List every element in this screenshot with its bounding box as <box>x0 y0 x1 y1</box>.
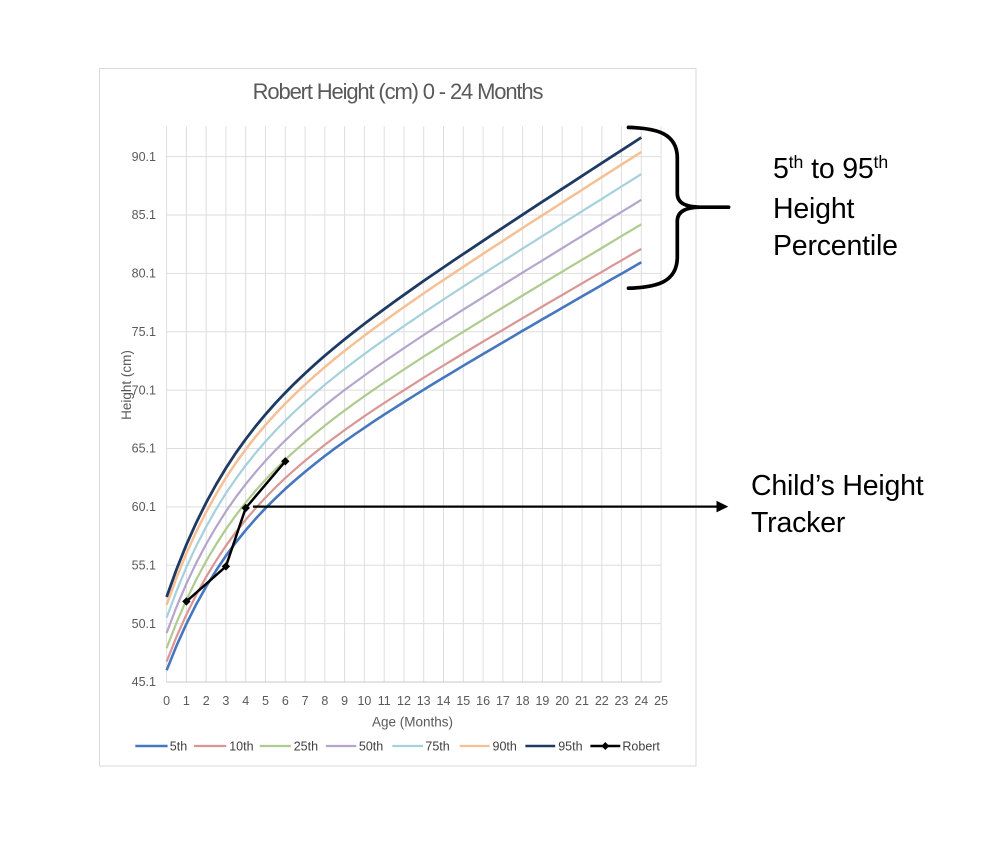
svg-text:12: 12 <box>397 694 411 708</box>
svg-text:23: 23 <box>615 694 629 708</box>
svg-text:11: 11 <box>378 694 391 708</box>
svg-text:85.1: 85.1 <box>132 208 156 222</box>
svg-text:9: 9 <box>341 694 348 708</box>
svg-text:4: 4 <box>242 694 249 708</box>
svg-text:3: 3 <box>222 694 229 708</box>
svg-text:13: 13 <box>417 694 431 708</box>
svg-text:Robert: Robert <box>622 739 660 753</box>
svg-text:10: 10 <box>357 694 371 708</box>
svg-text:15: 15 <box>456 694 470 708</box>
svg-text:5: 5 <box>262 694 269 708</box>
svg-text:25: 25 <box>654 694 668 708</box>
svg-text:17: 17 <box>496 694 510 708</box>
svg-text:24: 24 <box>634 694 648 708</box>
svg-text:6: 6 <box>282 694 289 708</box>
svg-text:45.1: 45.1 <box>132 675 156 689</box>
svg-text:16: 16 <box>476 694 490 708</box>
svg-text:0: 0 <box>163 694 170 708</box>
svg-text:90.1: 90.1 <box>132 150 156 164</box>
svg-text:50th: 50th <box>359 739 383 753</box>
svg-text:90th: 90th <box>493 739 517 753</box>
svg-text:1: 1 <box>183 694 190 708</box>
svg-text:95th: 95th <box>558 739 582 753</box>
svg-text:7: 7 <box>302 694 309 708</box>
svg-text:18: 18 <box>516 694 530 708</box>
svg-text:25th: 25th <box>294 739 318 753</box>
svg-text:Age (Months): Age (Months) <box>372 715 453 730</box>
svg-text:22: 22 <box>595 694 609 708</box>
svg-text:21: 21 <box>575 694 589 708</box>
svg-text:2: 2 <box>203 694 210 708</box>
svg-text:75.1: 75.1 <box>132 325 156 339</box>
svg-text:60.1: 60.1 <box>132 500 156 514</box>
svg-text:55.1: 55.1 <box>132 559 156 573</box>
svg-text:19: 19 <box>535 694 549 708</box>
svg-text:65.1: 65.1 <box>132 442 156 456</box>
svg-text:10th: 10th <box>229 739 253 753</box>
svg-text:8: 8 <box>321 694 328 708</box>
svg-text:75th: 75th <box>425 739 449 753</box>
svg-text:70.1: 70.1 <box>132 383 156 397</box>
svg-text:Robert Height (cm) 0 - 24 Mont: Robert Height (cm) 0 - 24 Months <box>253 79 544 104</box>
svg-text:80.1: 80.1 <box>132 267 156 281</box>
svg-text:14: 14 <box>437 694 451 708</box>
svg-text:20: 20 <box>555 694 569 708</box>
svg-text:50.1: 50.1 <box>132 617 156 631</box>
svg-text:5th: 5th <box>170 739 187 753</box>
svg-text:Height (cm): Height (cm) <box>119 350 134 420</box>
